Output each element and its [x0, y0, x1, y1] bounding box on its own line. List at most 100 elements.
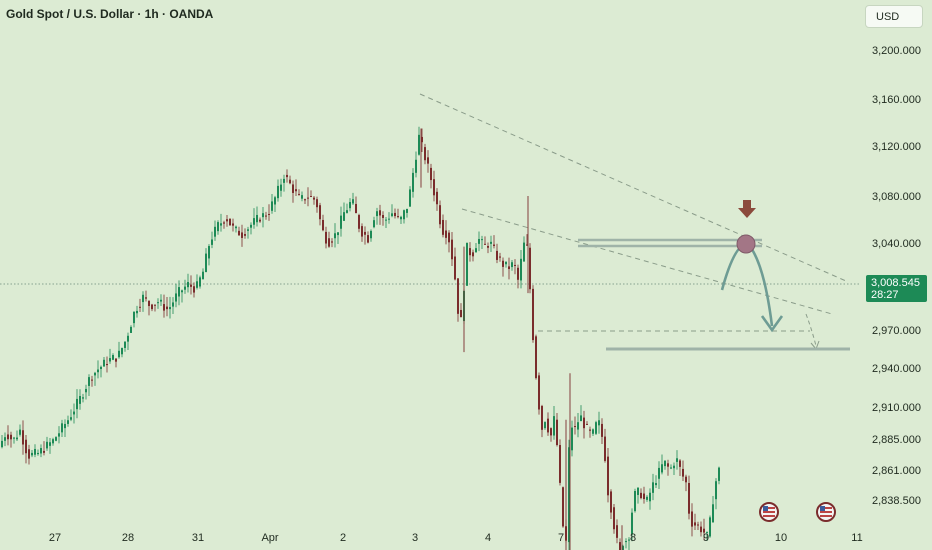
candle-body	[451, 239, 453, 260]
candle-body	[277, 185, 279, 199]
candle-body	[547, 418, 549, 433]
candle-body	[400, 216, 402, 220]
candle-body	[682, 468, 684, 477]
time-tick-label: 8	[630, 532, 636, 544]
candle-body	[409, 189, 411, 207]
projection-arrowhead	[760, 315, 784, 333]
candle-body	[337, 232, 339, 236]
time-tick-label: 7	[558, 532, 564, 544]
candle-body	[82, 397, 84, 399]
price-tick-label: 2,910.000	[872, 402, 921, 414]
candle-body	[352, 199, 354, 204]
candle-body	[694, 522, 696, 526]
time-tick-label: 11	[851, 532, 862, 544]
candle-body	[316, 199, 318, 208]
candle-body	[325, 231, 327, 244]
candle-body	[307, 197, 309, 199]
candle-body	[541, 405, 543, 430]
candle-body	[331, 241, 333, 243]
candle-body	[478, 238, 480, 244]
candle-body	[715, 481, 717, 500]
candle-body	[202, 271, 204, 280]
candle-body	[532, 288, 534, 341]
candle-body	[568, 447, 570, 543]
last-price-badge: 3,008.545 28:27	[866, 275, 927, 302]
candle-body	[367, 235, 369, 243]
time-axis: 27 28 31 Apr 2 3 4 7 8 9 10 11	[49, 532, 863, 544]
candle-body	[406, 208, 408, 213]
candle-body	[355, 203, 357, 214]
candle-body	[349, 202, 351, 209]
candle-body	[178, 287, 180, 297]
candle-body	[319, 205, 321, 220]
candle-body	[94, 372, 96, 376]
candle-body	[658, 467, 660, 479]
candle-body	[265, 215, 267, 217]
time-tick-label: 10	[775, 532, 787, 544]
price-tick-label: 2,885.000	[872, 434, 921, 446]
candle-body	[106, 363, 108, 366]
candle-body	[448, 232, 450, 243]
candle-body	[427, 157, 429, 164]
price-tick-label: 2,970.000	[872, 325, 921, 337]
candle-body	[508, 266, 510, 270]
candle-body	[211, 239, 213, 245]
candle-body	[16, 437, 18, 440]
candle-body	[190, 284, 192, 287]
candle-body	[616, 525, 618, 538]
candle-body	[619, 542, 621, 550]
candle-body	[634, 491, 636, 512]
time-tick-label: Apr	[261, 532, 278, 544]
candle-body	[580, 415, 582, 422]
candle-body	[592, 429, 594, 434]
candle-body	[304, 199, 306, 201]
candle-body	[253, 218, 255, 225]
candle-body	[181, 290, 183, 293]
candle-body	[529, 247, 531, 290]
candle-body	[91, 379, 93, 381]
candle-body	[124, 341, 126, 348]
candle-body	[160, 299, 162, 302]
candle-body	[523, 242, 525, 262]
candle-body	[622, 546, 624, 550]
candle-body	[43, 450, 45, 453]
candle-body	[607, 456, 609, 496]
candle-body	[610, 491, 612, 513]
candle-body	[469, 248, 471, 256]
candle-body	[223, 222, 225, 224]
candle-body	[286, 174, 288, 178]
candle-body	[139, 306, 141, 308]
currency-button[interactable]: USD	[865, 5, 923, 28]
candle-body	[493, 244, 495, 246]
candle-body	[520, 258, 522, 281]
candle-body	[652, 482, 654, 493]
time-tick-label: 27	[49, 532, 61, 544]
candle-body	[703, 528, 705, 533]
candle-body	[61, 423, 63, 433]
candle-body	[553, 416, 555, 436]
candle-body	[397, 216, 399, 218]
candle-body	[481, 239, 483, 241]
candle-body	[373, 220, 375, 228]
candle-body	[358, 215, 360, 229]
candle-body	[445, 230, 447, 238]
economic-event-flag-icon[interactable]	[759, 502, 779, 522]
candle-body	[490, 241, 492, 244]
candle-body	[712, 504, 714, 523]
candle-body	[121, 348, 123, 355]
candle-body	[97, 369, 99, 373]
candle-body	[601, 423, 603, 437]
candle-body	[394, 212, 396, 217]
candle-body	[25, 439, 27, 454]
candle-body	[208, 246, 210, 259]
candle-body	[688, 483, 690, 514]
economic-event-flag-icon-2[interactable]	[816, 502, 836, 522]
candle-body	[274, 197, 276, 205]
candle-body	[328, 238, 330, 247]
candle-body	[109, 358, 111, 362]
last-price-value: 3,008.545	[871, 277, 920, 289]
candle-body	[661, 464, 663, 473]
candle-body	[28, 449, 30, 459]
candle-body	[502, 260, 504, 267]
